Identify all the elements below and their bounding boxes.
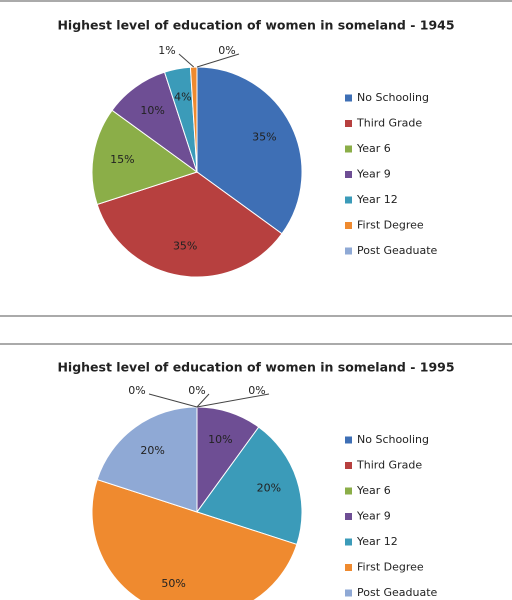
legend-swatch <box>345 171 352 178</box>
data-label: 1% <box>158 44 175 57</box>
chart-title: Highest level of education of women in s… <box>57 360 454 375</box>
leader-line <box>196 53 240 68</box>
legend-label: Year 6 <box>356 484 391 497</box>
legend-swatch <box>345 196 352 204</box>
data-label: 20% <box>257 482 281 495</box>
pie-slice <box>91 478 298 600</box>
legend-label: No Schooling <box>357 91 429 104</box>
legend-label: First Degree <box>357 561 424 574</box>
data-label: 0% <box>248 384 265 397</box>
legend-swatch <box>345 120 352 127</box>
legend-swatch <box>345 247 352 255</box>
data-label: 0% <box>128 384 145 397</box>
legend-label: Post Geaduate <box>357 586 438 599</box>
data-label: 50% <box>161 577 185 590</box>
data-label: 35% <box>173 240 197 253</box>
pie-slice <box>96 406 198 513</box>
data-label: 35% <box>252 131 276 144</box>
legend-swatch <box>345 538 352 546</box>
data-label: 20% <box>140 444 164 457</box>
legend-swatch <box>345 589 352 597</box>
legend-swatch <box>345 513 352 520</box>
legend-label: Year 12 <box>356 193 398 206</box>
data-label: 15% <box>110 153 134 166</box>
legend-label: No Schooling <box>357 433 429 446</box>
legend-label: Year 6 <box>356 142 391 155</box>
data-label: 0% <box>188 384 205 397</box>
legend-label: Third Grade <box>356 459 422 472</box>
legend-swatch <box>345 94 352 102</box>
leader-line <box>196 393 210 408</box>
legend-label: Year 9 <box>356 168 391 181</box>
pie-slice <box>196 66 303 235</box>
leader-line <box>178 53 195 68</box>
data-label: 0% <box>218 44 235 57</box>
legend-label: Year 9 <box>356 510 391 523</box>
pie-slice <box>91 109 199 206</box>
legend-label: Year 12 <box>356 535 398 548</box>
data-label: 4% <box>174 91 191 104</box>
legend-label: First Degree <box>357 219 424 232</box>
data-label: 10% <box>140 104 164 117</box>
legend-swatch <box>345 564 352 571</box>
leader-line <box>148 393 198 408</box>
leader-line <box>196 393 270 408</box>
legend-label: Post Geaduate <box>357 244 438 257</box>
legend-swatch <box>345 436 352 444</box>
legend-swatch <box>345 145 352 153</box>
pie-slice <box>96 171 283 278</box>
chart-title: Highest level of education of women in s… <box>57 18 454 33</box>
data-label: 10% <box>208 433 232 446</box>
legend-swatch <box>345 487 352 495</box>
legend-swatch <box>345 462 352 469</box>
legend-label: Third Grade <box>356 117 422 130</box>
pie-slice <box>196 426 303 546</box>
legend-swatch <box>345 222 352 229</box>
